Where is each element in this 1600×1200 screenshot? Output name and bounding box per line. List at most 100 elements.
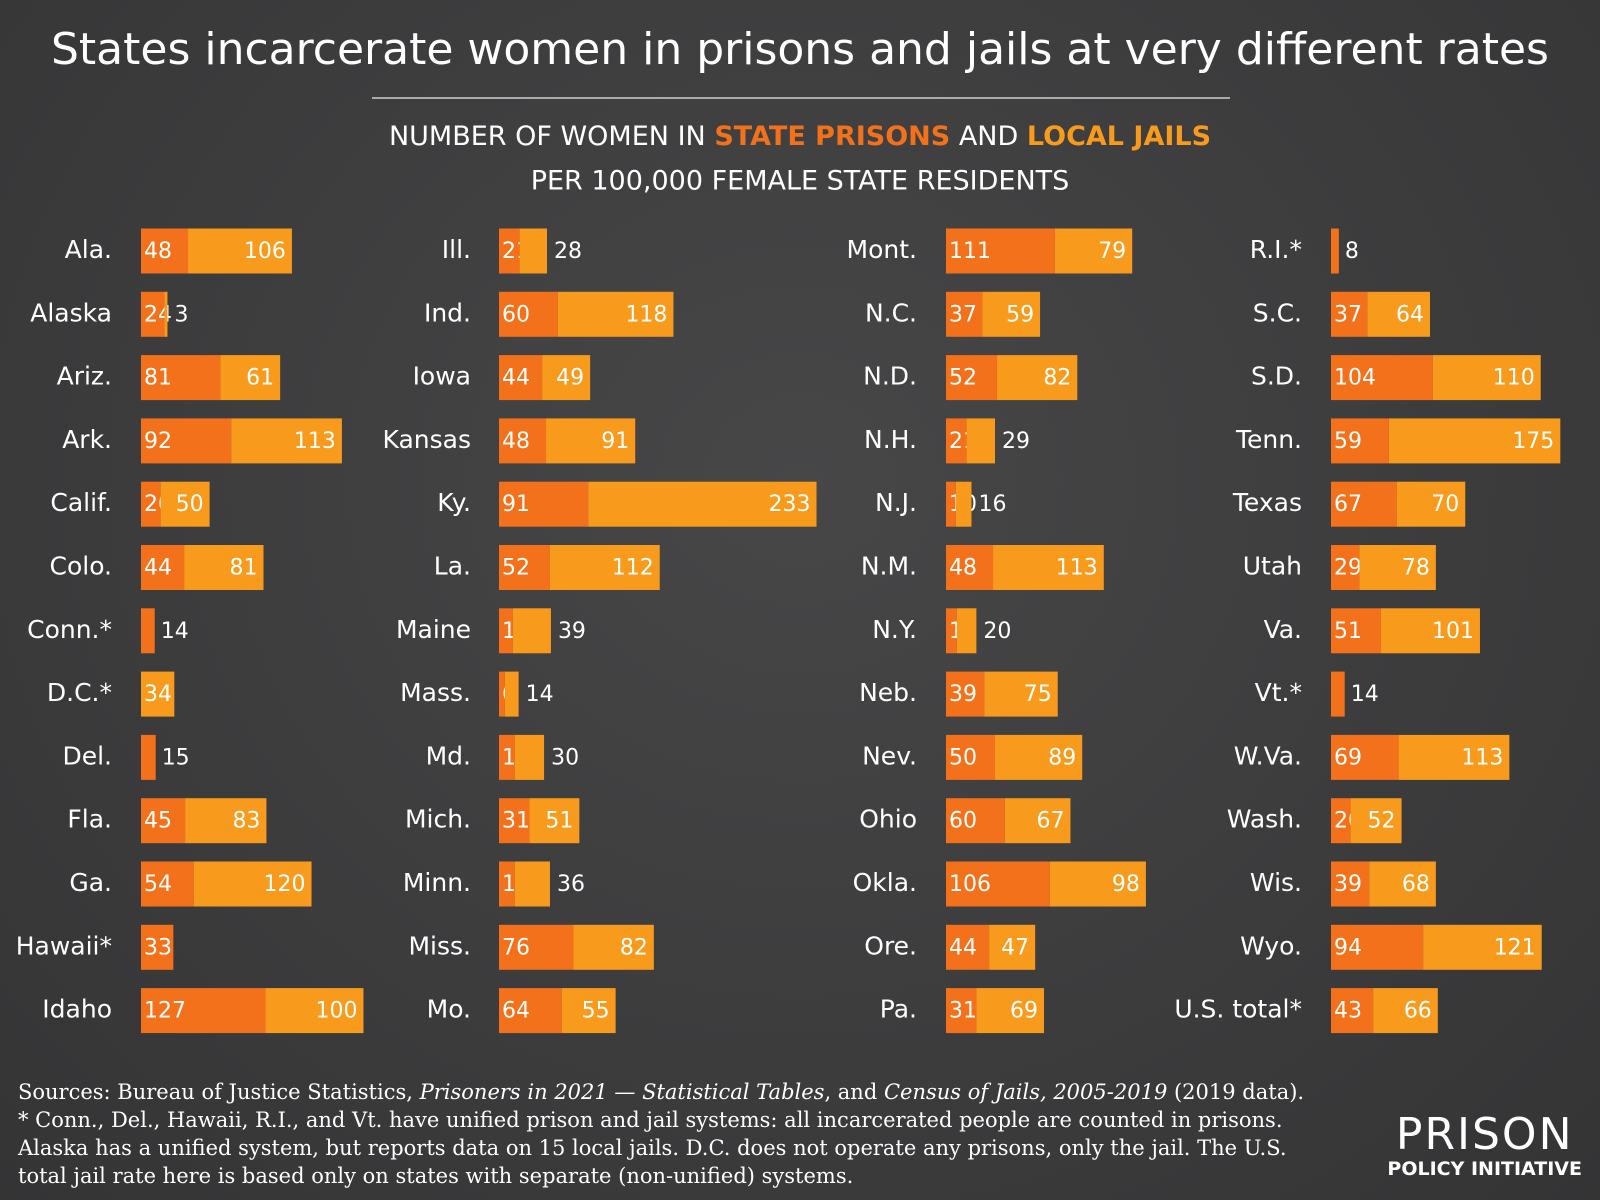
bar-jail [542, 355, 591, 401]
value-label: 24 [144, 302, 172, 327]
category-label: Wis. [1250, 868, 1302, 897]
bar-prison [946, 861, 1050, 907]
bar-prison [1331, 355, 1433, 401]
bar-jail [546, 418, 636, 464]
bar-jail [512, 608, 551, 654]
category-label: Mich. [405, 805, 471, 834]
value-label: 55 [582, 999, 610, 1024]
value-label: 29 [1334, 556, 1362, 581]
bar-prison [1331, 545, 1360, 590]
value-label: 121 [1494, 935, 1536, 960]
value-label: 14 [526, 682, 554, 707]
bar-jail [982, 291, 1041, 337]
category-label: Ala. [65, 235, 112, 264]
value-label: 31 [949, 999, 977, 1024]
bar-prison [141, 291, 165, 337]
category-label: Ky. [437, 488, 471, 517]
category-label: S.C. [1253, 298, 1302, 327]
category-label: W.Va. [1234, 741, 1302, 770]
value-label: 89 [1048, 745, 1076, 770]
bar-jail [1388, 418, 1561, 464]
bar-jail [995, 734, 1083, 780]
value-label: 50 [949, 745, 977, 770]
category-label: Iowa [413, 362, 471, 391]
value-label: 113 [294, 429, 336, 454]
category-label: S.D. [1251, 362, 1302, 391]
text: , and [824, 1080, 884, 1104]
value-label: 37 [949, 302, 977, 327]
bar-jail [1373, 988, 1438, 1034]
value-label: 91 [502, 492, 530, 517]
bar-prison [499, 798, 530, 844]
value-label: 28 [554, 239, 582, 264]
value-label: 67 [1334, 492, 1362, 517]
bar-jail [504, 671, 519, 717]
bar-jail [956, 608, 977, 654]
bar-prison [499, 988, 562, 1034]
bar-prison [1331, 418, 1389, 464]
value-label: 76 [502, 935, 530, 960]
bar-prison [499, 291, 558, 337]
bar-prison [946, 798, 1005, 844]
value-label: 81 [230, 556, 258, 581]
category-label: La. [434, 552, 471, 581]
legend-entry: STATE PRISONS [714, 121, 950, 152]
bar-prison [141, 924, 174, 970]
value-label: 94 [1334, 935, 1362, 960]
bar-prison [1331, 291, 1368, 337]
category-label: Mass. [400, 678, 471, 707]
bar-prison [141, 608, 155, 654]
category-label: Okla. [853, 868, 917, 897]
bar-prison [499, 924, 574, 970]
category-label: N.Y. [872, 615, 917, 644]
category-label: Ga. [69, 868, 112, 897]
category-label: Ore. [864, 931, 917, 960]
bar-prison [946, 734, 995, 780]
bar-prison [946, 671, 985, 717]
value-label: 81 [144, 366, 172, 391]
bar-prison [946, 418, 967, 464]
value-label: 112 [612, 556, 654, 581]
category-label: Vt.* [1255, 678, 1302, 707]
category-label: Colo. [50, 552, 113, 581]
category-label: Nev. [862, 741, 917, 770]
value-label: 59 [1334, 429, 1362, 454]
value-label: 33 [144, 935, 172, 960]
category-label: Neb. [859, 678, 917, 707]
value-label: 233 [769, 492, 811, 517]
value-label: 39 [949, 682, 977, 707]
bar-jail [966, 418, 995, 464]
value-label: 48 [949, 556, 977, 581]
bar-jail [1359, 545, 1436, 590]
bar-jail [514, 734, 545, 780]
bar-jail [984, 671, 1058, 717]
logo: PRISON POLICY INITIATIVE [1387, 1112, 1582, 1181]
bar-prison [1331, 481, 1397, 527]
bar-prison [1331, 734, 1399, 780]
category-label: Kansas [383, 425, 472, 454]
value-label: 79 [1098, 239, 1126, 264]
value-label: 52 [1368, 809, 1396, 834]
value-label: 104 [1334, 366, 1376, 391]
bar-prison [946, 291, 983, 337]
value-label: 61 [246, 366, 274, 391]
value-label: 67 [1036, 809, 1064, 834]
text: Census of Jails, 2005-2019 [883, 1080, 1168, 1104]
value-label: 15 [162, 745, 190, 770]
category-label: Ohio [859, 805, 917, 834]
bar-prison [141, 861, 194, 907]
category-label: N.J. [875, 488, 917, 517]
value-label: 48 [144, 239, 172, 264]
bar-jail [265, 988, 364, 1034]
value-label: 52 [502, 556, 530, 581]
subtitle-text: AND [959, 121, 1018, 152]
value-label: 44 [949, 935, 977, 960]
category-label: Minn. [403, 868, 471, 897]
category-label: Va. [1264, 615, 1302, 644]
value-label: 120 [264, 872, 306, 897]
text: Sources: Bureau of Justice Statistics, [18, 1080, 420, 1104]
bar-jail [1369, 861, 1436, 907]
value-label: 34 [144, 682, 172, 707]
category-label: Utah [1243, 552, 1302, 581]
category-label: D.C.* [47, 678, 112, 707]
